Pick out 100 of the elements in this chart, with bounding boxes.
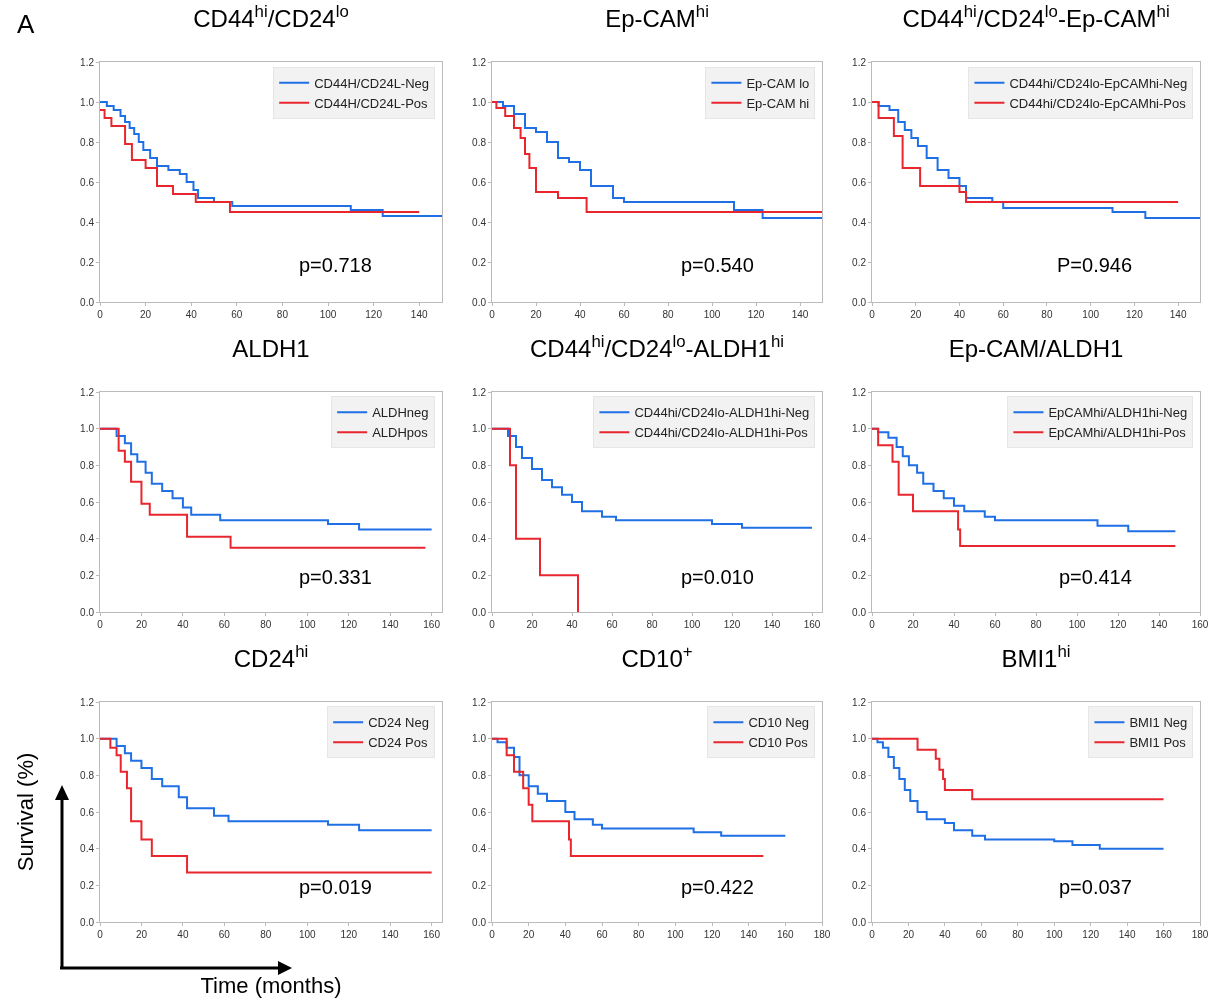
x-tick-label: 180 [813,929,831,940]
x-tick-label: 160 [1191,619,1209,630]
x-tick-label: 120 [340,929,358,940]
y-tick-label: 0.6 [80,176,95,188]
y-tick-label: 0.2 [80,569,95,581]
x-tick-label: 120 [340,619,358,630]
y-tick-label: 1.2 [472,386,487,398]
annotation: p=0.540 [681,254,754,276]
chart-title: CD44$^{hi}$/CD24$^{lo}$-Ep-CAM$^{hi}$ [902,1,1170,32]
x-tick-label: 20 [140,309,152,320]
x-tick-label: 0 [97,619,104,630]
x-tick-label: 160 [423,619,441,630]
x-tick-label: 100 [319,309,337,320]
y-tick-label: 0.8 [852,769,867,781]
x-tick-label: 20 [902,929,915,940]
y-tick-label: 0.0 [472,606,487,618]
x-tick-label: 80 [1012,929,1024,940]
x-tick-label: 0 [489,929,496,940]
x-tick-label: 80 [260,619,272,630]
legend-label: CD10 Neg [748,715,810,731]
x-tick-label: 60 [997,309,1010,320]
y-tick-label: 0.0 [80,296,95,308]
x-tick-label: 160 [803,619,821,630]
y-tick-label: 0.2 [852,569,867,581]
y-tick-label: 0.2 [852,256,867,268]
x-tick-label: 40 [185,309,198,320]
y-tick-label: 0.4 [852,216,867,228]
x-tick-label: 40 [566,619,578,630]
x-tick-label: 120 [365,309,383,320]
chart-title: Ep-CAM$^{hi}$ [605,1,709,32]
legend-label: Ep-CAM lo [746,75,810,91]
y-tick-label: 0.8 [472,769,487,781]
x-tick-label: 140 [763,619,781,630]
legend-label: CD44H/CD24L-Pos [314,95,429,111]
y-tick-label: 0.6 [472,496,487,508]
x-tick-label: 100 [1082,309,1100,320]
y-tick-label: 0.6 [852,176,867,188]
y-tick-label: 1.2 [852,696,867,708]
x-tick-label: 40 [574,309,586,320]
x-tick-label: 20 [910,309,922,320]
x-tick-label: 40 [177,929,189,940]
x-tick-label: 80 [276,309,289,320]
y-tick-label: 0.0 [852,606,867,618]
chart-title: CD10$^{+}$ [621,641,693,672]
y-tick-label: 0.4 [80,533,95,545]
legend-label: CD44H/CD24L-Neg [314,75,430,91]
x-tick-label: 40 [939,929,951,940]
y-tick-label: 0.8 [472,136,487,148]
y-tick-label: 0.8 [852,459,867,471]
y-tick-label: 0.4 [80,216,95,228]
y-tick-label: 0.8 [472,459,487,471]
y-tick-label: 0.6 [80,806,95,818]
x-tick-label: 160 [1155,929,1173,940]
x-tick-label: 140 [381,619,399,630]
x-tick-label: 80 [662,309,674,320]
y-tick-label: 1.0 [80,733,95,745]
y-tick-label: 0.8 [852,136,867,148]
y-tick-label: 1.0 [472,733,487,745]
x-tick-label: 80 [646,619,658,630]
x-tick-label: 100 [1068,619,1086,630]
y-tick-label: 1.2 [80,386,95,398]
y-tick-label: 0.4 [852,843,867,855]
x-tick-label: 140 [1169,309,1187,320]
x-tick-label: 0 [869,619,876,630]
x-tick-label: 120 [723,619,741,630]
legend-label: ALDHpos [372,425,429,441]
y-tick-label: 0.0 [472,296,487,308]
chart-title: Ep-CAM/ALDH1 [948,334,1124,362]
y-tick-label: 0.6 [80,496,95,508]
x-tick-label: 20 [530,309,542,320]
legend-label: CD44hi/CD24lo-ALDH1hi-Neg [634,405,810,421]
annotation: p=0.010 [681,566,754,588]
y-tick-label: 0.8 [80,769,95,781]
y-axis-title: Survival (%) [12,752,38,872]
y-tick-label: 0.0 [80,916,95,928]
y-tick-label: 1.2 [472,696,487,708]
x-tick-label: 120 [747,309,765,320]
x-tick-label: 100 [298,619,317,630]
x-tick-label: 120 [1082,929,1100,940]
annotation: p=0.718 [299,254,372,276]
y-tick-label: 0.4 [472,216,487,228]
x-tick-label: 40 [948,619,960,630]
y-tick-label: 1.0 [852,96,867,108]
x-tick-label: 80 [1041,309,1053,320]
y-tick-label: 0.2 [80,256,95,268]
y-tick-label: 0.2 [80,879,95,891]
annotation: P=0.946 [1057,254,1133,276]
y-tick-label: 1.0 [472,423,487,435]
x-tick-label: 140 [410,309,428,320]
x-tick-label: 100 [298,929,317,940]
text: A [17,9,35,39]
x-tick-label: 0 [489,309,496,320]
x-tick-label: 60 [975,929,988,940]
y-tick-label: 0.4 [852,533,867,545]
x-tick-label: 20 [135,619,148,630]
y-tick-label: 1.2 [80,56,95,68]
x-tick-label: 100 [1045,929,1063,940]
x-tick-label: 160 [776,929,795,940]
legend-label: ALDHneg [372,405,429,421]
y-tick-label: 1.2 [852,386,867,398]
